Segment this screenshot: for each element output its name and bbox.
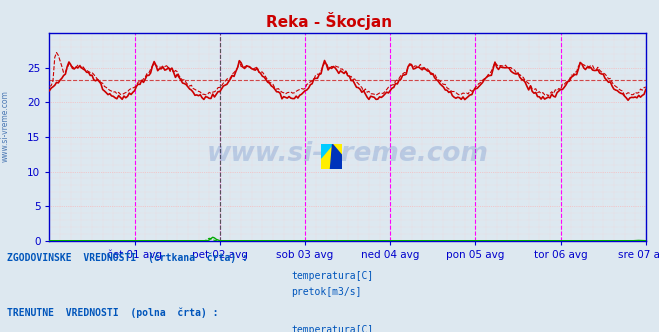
Text: TRENUTNE  VREDNOSTI  (polna  črta) :: TRENUTNE VREDNOSTI (polna črta) : [7, 307, 218, 318]
Polygon shape [330, 144, 342, 169]
Text: www.si-vreme.com: www.si-vreme.com [1, 90, 10, 162]
Text: temperatura[C]: temperatura[C] [291, 325, 374, 332]
Text: ZGODOVINSKE  VREDNOSTI  (črtkana  črta) :: ZGODOVINSKE VREDNOSTI (črtkana črta) : [7, 252, 248, 263]
Polygon shape [330, 156, 342, 169]
Text: Reka - Škocjan: Reka - Škocjan [266, 12, 393, 30]
Text: pretok[m3/s]: pretok[m3/s] [291, 287, 362, 297]
Polygon shape [321, 144, 333, 158]
Text: www.si-vreme.com: www.si-vreme.com [207, 140, 488, 167]
Text: temperatura[C]: temperatura[C] [291, 271, 374, 281]
